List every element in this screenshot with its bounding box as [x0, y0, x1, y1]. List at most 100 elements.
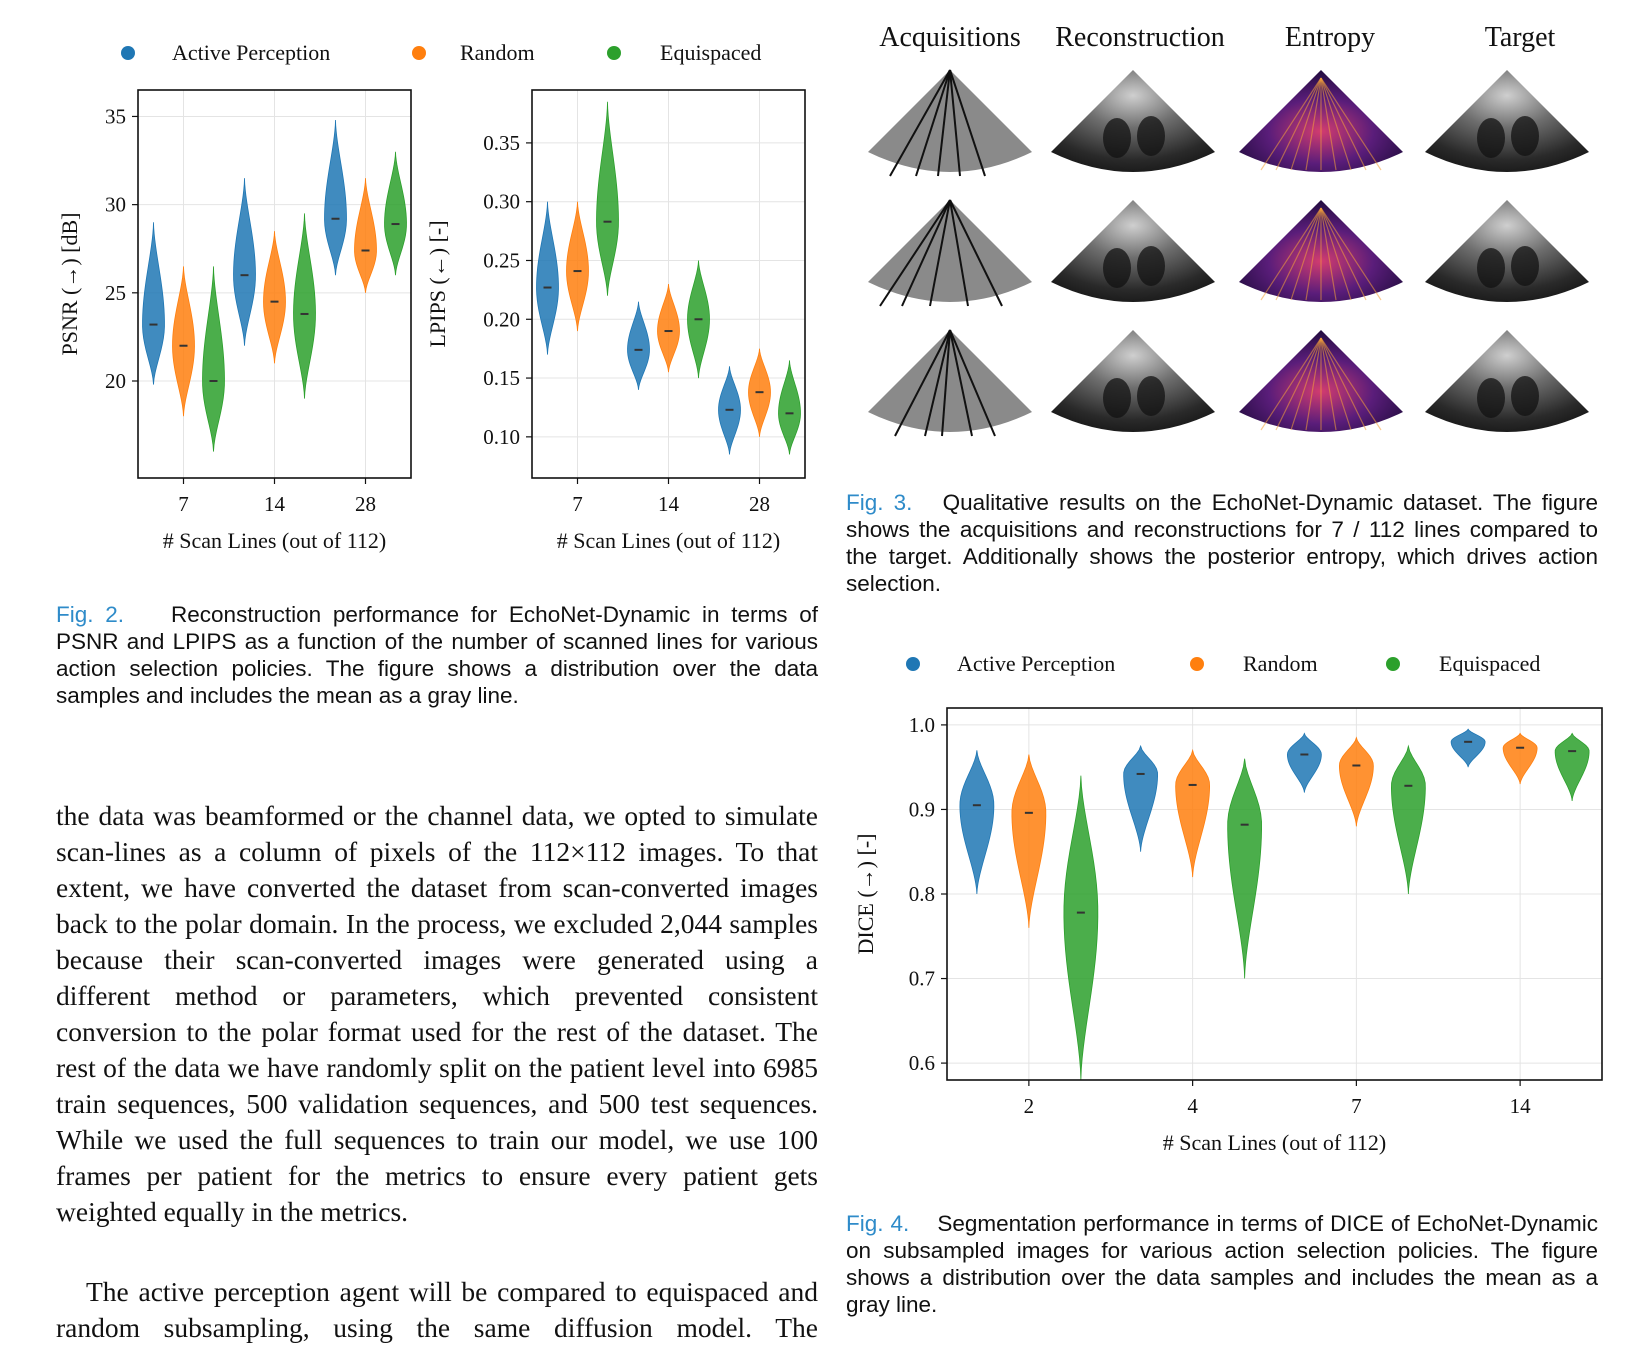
fig3-header: Acquisitions Reconstruction Entropy Targ…	[855, 22, 1635, 62]
lpips-violin-random-7	[566, 201, 589, 332]
body-paragraph-2-text: The active perception agent will be comp…	[56, 1276, 818, 1343]
fig2-caption-text: Reconstruction performance for EchoNet-D…	[56, 602, 818, 708]
psnr-violin-equispaced-28	[384, 151, 407, 276]
fig3-entropy-streak	[1320, 337, 1382, 431]
fig3-caption: Fig. 3. Qualitative results on the EchoN…	[846, 489, 1598, 597]
fig3-entropy-streak	[1305, 77, 1322, 171]
fig3-image-r3-c1	[868, 330, 1032, 432]
body-paragraph-1-text: the data was beamformed or the channel d…	[56, 800, 818, 1227]
fig3-chamber	[1137, 246, 1165, 286]
legend-label-active: Active Perception	[957, 651, 1115, 676]
fig3-entropy-streak	[1320, 77, 1337, 171]
psnr-ytick-label: 20	[105, 369, 126, 393]
dice-xtick-label: 7	[1351, 1094, 1362, 1118]
legend-marker-random	[1190, 657, 1204, 671]
fig3-entropy-streak	[1290, 337, 1322, 431]
dice-violin-random-14	[1502, 732, 1538, 785]
fig3-image-r3-c4	[1425, 330, 1589, 432]
fig3-scanline	[949, 69, 961, 177]
fig3-image-r2-c4	[1425, 200, 1589, 302]
lpips-violin-random-14	[657, 283, 680, 373]
fig3-scanline	[949, 199, 969, 307]
psnr-ytick-label: 25	[105, 281, 126, 305]
fig3-entropy-streak	[1260, 337, 1322, 431]
legend-label-active: Active Perception	[172, 40, 330, 65]
fig3-entropy-streak	[1320, 207, 1352, 301]
fig4-caption-text: Segmentation performance in terms of DIC…	[846, 1211, 1598, 1317]
fig3-image-r2-c1	[868, 200, 1032, 302]
fig3-chamber	[1137, 116, 1165, 156]
psnr-ytick-label: 30	[105, 193, 126, 217]
psnr-ytick-label: 35	[105, 104, 126, 128]
psnr-violin-random-14	[263, 231, 286, 364]
fig3-scanline	[929, 199, 951, 307]
dice-violin-equispaced-14	[1554, 732, 1590, 802]
dice-violin-equispaced-2	[1063, 775, 1099, 1081]
psnr-ylabel: PSNR (→) [dB]	[57, 212, 82, 355]
dice-violin-active-2	[959, 750, 995, 895]
psnr-chart: 20 25 30 35 7 14 28 # Scan Lines (out of 112) PS…	[57, 89, 412, 553]
lpips-xtick-label: 7	[572, 492, 583, 516]
dice-xlabel: # Scan Lines (out of 112)	[1163, 1130, 1386, 1155]
fig3-entropy-streak	[1320, 337, 1367, 431]
fig3-scanline	[901, 199, 951, 307]
psnr-violin-random-7	[172, 266, 195, 417]
fig3-scanline	[894, 329, 951, 437]
fig3-entropy-streak	[1305, 207, 1322, 301]
fig3-chamber	[1511, 116, 1539, 156]
psnr-xlabel: # Scan Lines (out of 112)	[163, 528, 386, 553]
fig3-entropy-streak	[1320, 337, 1337, 431]
lpips-violin-equispaced-28	[778, 360, 801, 455]
fig3-chamber	[1103, 118, 1131, 158]
fig3-entropy-streak	[1320, 337, 1352, 431]
dice-violin-active-4	[1123, 744, 1158, 852]
fig4-caption-label: Fig. 4.	[846, 1211, 910, 1236]
lpips-xtick-label: 28	[749, 492, 770, 516]
legend-label-equispaced: Equispaced	[660, 40, 761, 65]
psnr-violin-active-7	[142, 222, 165, 385]
psnr-violin-active-14	[233, 178, 256, 346]
fig3-image-r1-c1	[868, 70, 1032, 172]
lpips-ytick-label: 0.35	[483, 131, 520, 155]
fig3-chamber	[1103, 378, 1131, 418]
fig3-image-r3-c2	[1051, 330, 1215, 432]
lpips-xtick-label: 14	[658, 492, 680, 516]
lpips-xlabel: # Scan Lines (out of 112)	[557, 528, 780, 553]
fig3-entropy-streak	[1290, 77, 1322, 171]
psnr-violin-equispaced-14	[293, 213, 316, 399]
fig2-legend: Active Perception Random Equispaced	[110, 36, 790, 72]
lpips-ytick-label: 0.25	[483, 248, 520, 272]
fig3-chamber	[1477, 248, 1505, 288]
fig4-legend: Active Perception Random Equispaced	[895, 646, 1595, 682]
legend-marker-active	[906, 657, 920, 671]
fig3-entropy-streak	[1275, 77, 1322, 171]
fig3-entropy-streak	[1320, 207, 1382, 301]
psnr-xtick-label: 7	[178, 492, 189, 516]
fig3-chamber	[1103, 248, 1131, 288]
lpips-violin-active-14	[627, 301, 650, 390]
fig4-caption: Fig. 4. Segmentation performance in term…	[846, 1210, 1598, 1318]
fig3-entropy-streak	[1275, 337, 1322, 431]
dice-xtick-label: 2	[1024, 1094, 1035, 1118]
lpips-ytick-label: 0.15	[483, 366, 520, 390]
fig3-entropy-streak	[1305, 337, 1322, 431]
legend-marker-equispaced	[1386, 657, 1400, 671]
fig3-entropy-streak	[1275, 207, 1322, 301]
fig3-scanline	[915, 69, 951, 177]
dice-xtick-label: 4	[1187, 1094, 1198, 1118]
dice-chart: 0.6 0.7 0.8 0.9 1.0 2 4 7 14 # Scan Lines (out of…	[853, 707, 1603, 1155]
legend-label-random: Random	[460, 40, 535, 65]
fig3-scanline	[889, 69, 951, 177]
fig3-scanline	[924, 329, 951, 437]
body-paragraph-1: the data was beamformed or the channel d…	[56, 798, 818, 1230]
fig3-scanline	[879, 199, 951, 307]
fig2-legend-svg: Active Perception Random Equispaced	[121, 40, 761, 65]
fig3-entropy-streak	[1320, 77, 1352, 171]
psnr-violin-active-28	[324, 119, 347, 276]
dice-violin-random-2	[1011, 754, 1047, 928]
lpips-violin-active-7	[536, 201, 559, 355]
fig3-image-r2-c2	[1051, 200, 1215, 302]
legend-label-equispaced: Equispaced	[1439, 651, 1540, 676]
dice-violin-equispaced-7	[1390, 744, 1426, 895]
fig2-caption: Fig. 2. Reconstruction performance for E…	[56, 601, 818, 709]
